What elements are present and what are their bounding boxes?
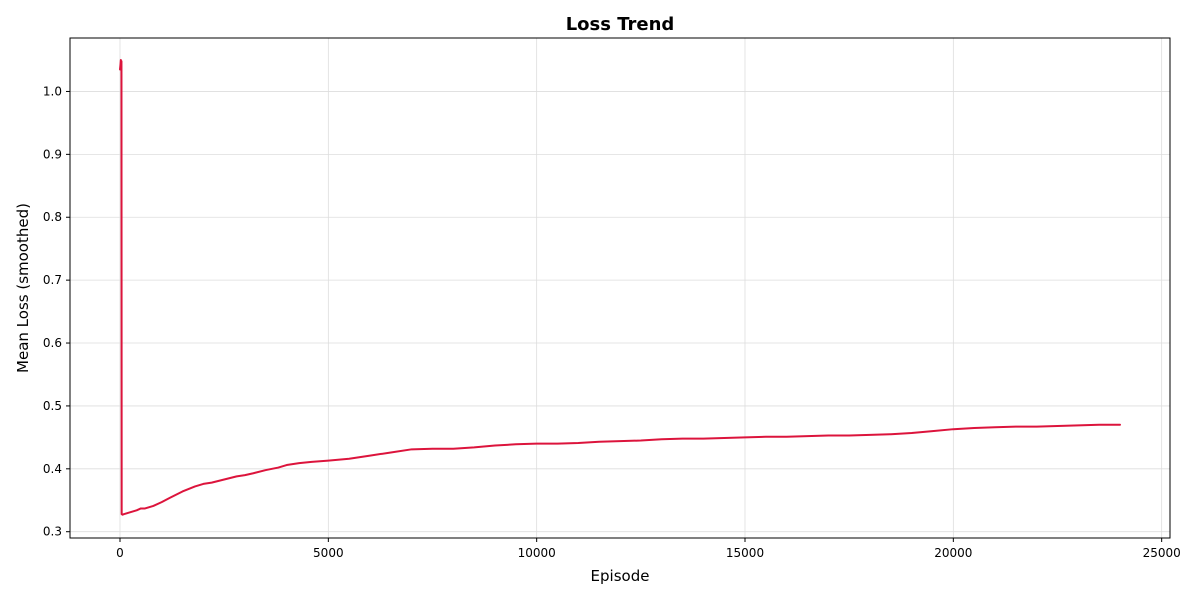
y-tick-label: 0.3: [43, 525, 62, 539]
y-tick-label: 0.7: [43, 273, 62, 287]
plot-frame: [69, 37, 1171, 539]
series-line: [119, 59, 1121, 516]
y-tick-label: 1.0: [43, 84, 62, 98]
y-tick-label: 0.9: [43, 147, 62, 161]
y-tick-label: 0.8: [43, 210, 62, 224]
x-tick-label: 15000: [726, 546, 764, 560]
x-tick-label: 0: [116, 546, 124, 560]
axis-ticks: 0 5000 10000 15000 20000 25000 0.3 0.4 0.5 0.6 0.7…: [43, 84, 1181, 560]
y-tick-label: 0.4: [43, 462, 62, 476]
x-axis-label: Episode: [591, 567, 650, 585]
y-tick-label: 0.6: [43, 336, 62, 350]
x-tick-label: 25000: [1143, 546, 1181, 560]
grid-lines: [70, 38, 1170, 538]
x-tick-label: 5000: [313, 546, 344, 560]
y-axis-label: Mean Loss (smoothed): [14, 203, 32, 373]
x-tick-label: 10000: [518, 546, 556, 560]
x-tick-label: 20000: [934, 546, 972, 560]
y-tick-label: 0.5: [43, 399, 62, 413]
series-layer: [119, 59, 1121, 516]
chart-title: Loss Trend: [566, 14, 675, 35]
